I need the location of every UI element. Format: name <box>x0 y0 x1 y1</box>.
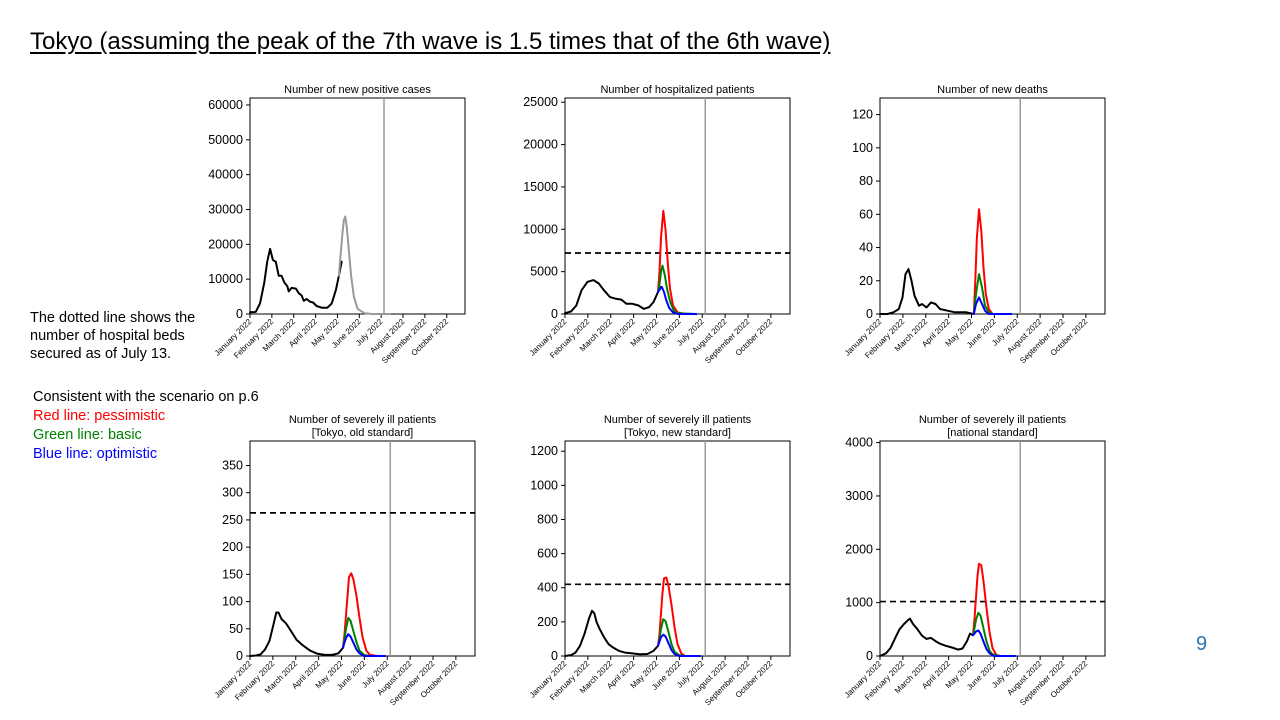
plot-frame <box>249 97 466 315</box>
note-line: The dotted line shows the <box>30 310 196 326</box>
chart-2: Number of hospitalized patients 0 5000 1000… <box>523 84 791 365</box>
y-tick-label: 350 <box>222 458 243 472</box>
y-tick-label: 60 <box>859 207 873 221</box>
y-tick-label: 15000 <box>523 180 558 194</box>
y-tick-label: 20 <box>859 274 873 288</box>
series-line <box>657 618 701 657</box>
y-tick-label: 150 <box>222 567 243 581</box>
y-tick-label: 50 <box>229 622 243 636</box>
y-tick-label: 120 <box>852 108 873 122</box>
y-tick-label: 200 <box>537 615 558 629</box>
y-tick-label: 80 <box>859 174 873 188</box>
y-tick-label: 3000 <box>845 489 873 503</box>
chart-title: Number of severely ill patients <box>919 414 1067 426</box>
y-tick-label: 0 <box>551 307 558 321</box>
y-tick-label: 4000 <box>845 436 873 450</box>
series-line <box>972 562 1016 657</box>
series-line <box>972 296 1013 315</box>
y-tick-label: 60000 <box>208 98 243 112</box>
legend-item-optimistic: Blue line: optimistic <box>33 446 158 462</box>
series-line <box>657 264 698 315</box>
chart-title: Number of severely ill patients <box>289 414 437 426</box>
y-tick-label: 1000 <box>845 596 873 610</box>
slide-title: Tokyo (assuming the peak of the 7th wave… <box>30 28 831 55</box>
legend-header: Consistent with the scenario on p.6 <box>33 389 259 405</box>
y-tick-label: 5000 <box>530 265 558 279</box>
y-tick-label: 10000 <box>523 222 558 236</box>
y-tick-label: 0 <box>866 649 873 663</box>
y-tick-label: 100 <box>222 595 243 609</box>
chart-title: Number of hospitalized patients <box>600 84 755 96</box>
beds-note: The dotted line shows the number of hosp… <box>30 309 230 363</box>
chart-title: [national standard] <box>947 427 1038 439</box>
series-line <box>564 279 662 315</box>
note-line: number of hospital beds <box>30 328 185 344</box>
series-line <box>657 285 698 315</box>
legend: Consistent with the scenario on p.6 Red … <box>33 388 259 464</box>
chart-1: Number of new positive cases 0 10000 20000 3… <box>208 84 466 365</box>
chart-title: Number of new positive cases <box>284 84 431 96</box>
series-line <box>972 611 1016 657</box>
page-number: 9 <box>1196 633 1208 655</box>
y-tick-label: 50000 <box>208 133 243 147</box>
plot-frame <box>564 440 791 657</box>
chart-title: [Tokyo, old standard] <box>312 427 414 439</box>
chart-3: Number of new deaths020406080100120Janua… <box>843 84 1106 365</box>
chart-title: [Tokyo, new standard] <box>624 427 731 439</box>
y-tick-label: 30000 <box>208 202 243 216</box>
chart-5: Number of severely ill patients[Tokyo, n… <box>528 414 791 707</box>
y-tick-label: 20000 <box>208 237 243 251</box>
series-line <box>342 633 386 657</box>
y-tick-label: 10000 <box>208 272 243 286</box>
y-tick-label: 0 <box>236 307 243 321</box>
series-line <box>342 616 386 657</box>
y-tick-label: 2000 <box>845 542 873 556</box>
y-tick-label: 0 <box>866 307 873 321</box>
series-line <box>972 629 1016 657</box>
legend-item-pessimistic: Red line: pessimistic <box>33 408 166 424</box>
series-line <box>249 611 344 657</box>
y-tick-label: 40000 <box>208 168 243 182</box>
series-line <box>657 209 698 315</box>
y-tick-label: 0 <box>551 649 558 663</box>
chart-6: Number of severely ill patients[national… <box>843 414 1106 707</box>
y-tick-label: 800 <box>537 512 558 526</box>
y-tick-label: 600 <box>537 547 558 561</box>
y-tick-label: 250 <box>222 513 243 527</box>
series-line <box>879 268 975 315</box>
y-tick-label: 1200 <box>530 444 558 458</box>
y-tick-label: 400 <box>537 581 558 595</box>
series-line <box>879 617 974 657</box>
plot-frame <box>879 97 1106 315</box>
y-tick-label: 200 <box>222 540 243 554</box>
y-tick-label: 25000 <box>523 95 558 109</box>
y-tick-label: 100 <box>852 141 873 155</box>
legend-item-basic: Green line: basic <box>33 427 142 443</box>
chart-title: Number of new deaths <box>937 84 1048 96</box>
series-line <box>249 247 343 314</box>
y-tick-label: 40 <box>859 241 873 255</box>
plot-frame <box>249 440 476 657</box>
series-line <box>657 576 701 657</box>
chart-title: Number of severely ill patients <box>604 414 752 426</box>
series-line <box>972 273 1013 315</box>
series-line <box>564 609 659 657</box>
plot-frame <box>564 97 791 315</box>
y-tick-label: 1000 <box>530 478 558 492</box>
y-tick-label: 20000 <box>523 138 558 152</box>
y-tick-label: 300 <box>222 486 243 500</box>
series-line <box>342 572 386 657</box>
series-line <box>337 215 391 315</box>
y-tick-label: 0 <box>236 649 243 663</box>
note-line: secured as of July 13. <box>30 346 172 362</box>
series-line <box>657 633 701 657</box>
chart-4: Number of severely ill patients[Tokyo, o… <box>213 414 476 707</box>
series-line <box>972 208 1013 315</box>
